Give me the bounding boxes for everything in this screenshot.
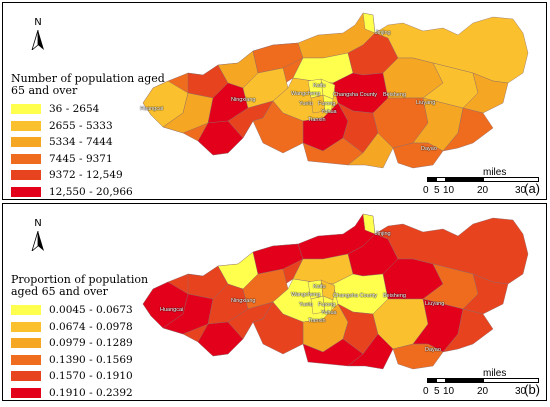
north-arrow: N: [29, 17, 47, 51]
city-label-tianxin: Tianxin: [308, 117, 326, 123]
legend-label: 0.0979 - 0.1289: [49, 337, 133, 350]
city-label-huangcai: Huangcai: [160, 307, 184, 313]
map-panel-a: N Number of population aged 65 and over …: [2, 2, 547, 200]
legend-swatch: [11, 104, 41, 115]
legend-swatch: [11, 186, 41, 197]
scale-tick: 20: [477, 185, 489, 196]
city-label-wangcheng: Wangcheng: [291, 292, 321, 298]
scale-bar: [427, 177, 539, 184]
north-arrow-icon: [31, 231, 44, 251]
legend-item: 2655 - 5333: [11, 118, 171, 135]
legend-label: 36 - 2654: [49, 103, 100, 116]
legend-a: Number of population aged 65 and over 36…: [11, 72, 171, 200]
city-label-liuyang: Liuyang: [425, 301, 445, 307]
legend-item: 9372 - 12,549: [11, 167, 171, 184]
scale-tick: 20: [477, 386, 489, 397]
city-label-beisheng: Beisheng: [383, 92, 406, 98]
city-label-beisheng: Beisheng: [383, 293, 406, 299]
city-label-ningxiang: Ningxiang: [231, 298, 256, 304]
legend-label: 0.1390 - 0.1569: [49, 353, 133, 366]
city-label-furong: Furong: [318, 101, 336, 107]
city-label-kaifu: Kaifu: [313, 83, 326, 89]
legend-swatch: [11, 153, 41, 164]
legend-label: 0.0674 - 0.0978: [49, 320, 133, 333]
city-label-jinjing: Jinjing: [375, 30, 391, 36]
map-panel-b: N Proportion of population aged 65 and o…: [2, 203, 547, 401]
city-label-wangcheng: Wangcheng: [291, 91, 321, 97]
legend-item: 36 - 2654: [11, 101, 171, 118]
city-label-changsha-county: Changsha County: [333, 293, 378, 299]
legend-item: 0.0979 - 0.1289: [11, 335, 171, 352]
legend-item: 0.0045 - 0.0673: [11, 302, 171, 319]
city-label-jinjing: Jinjing: [375, 231, 391, 237]
north-arrow: N: [29, 218, 47, 252]
choropleth-map-b: [142, 213, 529, 370]
legend-label: 5334 - 7444: [49, 136, 113, 149]
legend-item: 7445 - 9371: [11, 151, 171, 168]
north-arrow-icon: [31, 30, 44, 50]
north-arrow-label: N: [34, 17, 42, 28]
legend-item: 12,550 - 20,966: [11, 184, 171, 200]
legend-label: 0.1910 - 0.2392: [49, 386, 133, 399]
scale-tick: 0: [423, 386, 429, 397]
scale-tick: 10: [443, 386, 455, 397]
scale-tick: 5: [434, 386, 440, 397]
city-label-kaifu: Kaifu: [313, 284, 326, 290]
legend-item: 0.0674 - 0.0978: [11, 319, 171, 336]
legend-label: 2655 - 5333: [49, 119, 113, 132]
scale-tick: 30: [515, 185, 527, 196]
city-label-dayao: Dayao: [421, 146, 437, 152]
city-label-furong: Furong: [318, 302, 336, 308]
legend-swatch: [11, 371, 41, 382]
scale-tick: 0: [423, 185, 429, 196]
scale-unit: miles: [483, 368, 507, 379]
legend-title: Proportion of population aged 65 and ove…: [11, 273, 149, 298]
legend-label: 12,550 - 20,966: [49, 185, 133, 198]
legend-swatch: [11, 137, 41, 148]
panel-tag: (b): [524, 382, 540, 397]
north-arrow-label: N: [34, 218, 42, 229]
choropleth-map-a: [142, 12, 529, 169]
legend-item: 0.1390 - 0.1569: [11, 352, 171, 369]
panel-tag: (a): [524, 181, 540, 196]
city-label-yuelu: Yuelu: [299, 101, 313, 107]
city-label-liuyang: Liuyang: [416, 100, 436, 106]
scale-ticks: 0 5 10 20 30: [423, 185, 545, 197]
city-label-yuhua: Yuhua: [321, 109, 337, 115]
city-label-dayao: Dayao: [425, 347, 441, 353]
legend-title: Number of population aged 65 and over: [11, 72, 165, 97]
city-label-yuelu: Yuelu: [299, 302, 313, 308]
city-label-changsha-county: Changsha County: [333, 92, 378, 98]
legend-label: 0.1570 - 0.1910: [49, 370, 133, 383]
legend-label: 9372 - 12,549: [49, 169, 123, 182]
legend-swatch: [11, 354, 41, 365]
city-label-ningxiang: Ningxiang: [231, 97, 256, 103]
scale-tick: 10: [443, 185, 455, 196]
legend-swatch: [11, 338, 41, 349]
scale-bar: [427, 378, 539, 385]
legend-item: 5334 - 7444: [11, 134, 171, 151]
legend-swatch: [11, 387, 41, 398]
legend-swatch: [11, 305, 41, 316]
scale-ticks: 0 5 10 20 30: [423, 386, 545, 398]
legend-swatch: [11, 170, 41, 181]
legend-item: 0.1570 - 0.1910: [11, 368, 171, 385]
legend-item: 0.1910 - 0.2392: [11, 385, 171, 401]
legend-swatch: [11, 120, 41, 131]
legend-b: Proportion of population aged 65 and ove…: [11, 273, 171, 401]
city-label-huangcai: Huangcai: [140, 106, 164, 112]
legend-label: 0.0045 - 0.0673: [49, 304, 133, 317]
legend-swatch: [11, 321, 41, 332]
scale-tick: 5: [434, 185, 440, 196]
scale-tick: 30: [515, 386, 527, 397]
city-label-tianxin: Tianxin: [308, 318, 326, 324]
city-label-yuhua: Yuhua: [321, 310, 337, 316]
scale-unit: miles: [483, 167, 507, 178]
legend-label: 7445 - 9371: [49, 152, 113, 165]
